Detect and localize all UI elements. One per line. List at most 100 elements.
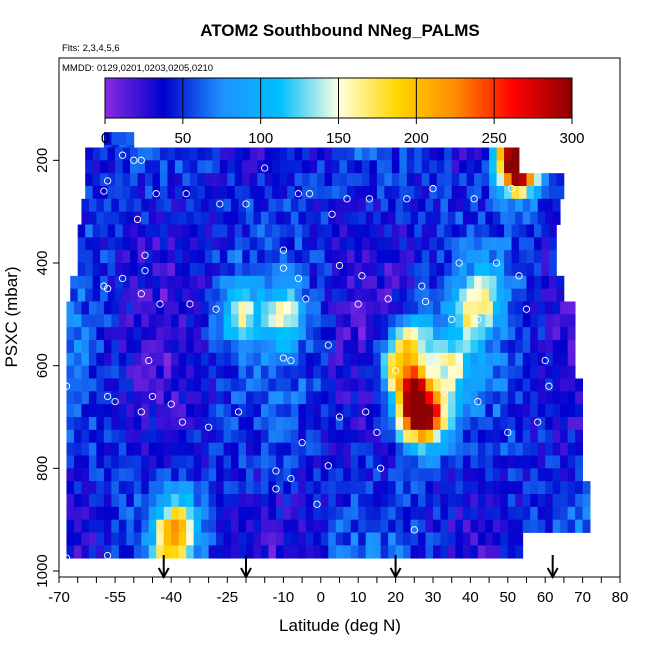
heatmap-cell (193, 365, 202, 379)
heatmap-cell (474, 275, 483, 290)
heatmap-cell (193, 468, 202, 482)
sample-marker (279, 264, 288, 272)
heatmap-cell (290, 352, 299, 367)
heatmap-cell (294, 147, 303, 161)
heatmap-cell (171, 404, 180, 418)
heatmap-cell (216, 301, 224, 315)
heatmap-cell (492, 365, 501, 379)
heatmap-cell (171, 545, 180, 559)
heatmap-cell (309, 275, 318, 290)
heatmap-cell (145, 173, 153, 187)
heatmap-cell (246, 211, 254, 225)
heatmap-cell (556, 288, 565, 302)
heatmap-cell (335, 327, 344, 341)
heatmap-cell (552, 519, 561, 533)
heatmap-cell (462, 442, 471, 456)
heatmap-cell (111, 429, 120, 444)
heatmap-cell (575, 468, 583, 482)
heatmap-cell (388, 468, 396, 482)
sample-marker (182, 190, 190, 198)
heatmap-cell (350, 391, 359, 405)
heatmap-cell (77, 288, 86, 302)
heatmap-cell (496, 147, 505, 161)
heatmap-cell (425, 519, 434, 533)
heatmap-cell (425, 417, 434, 431)
heatmap-cell (462, 314, 471, 328)
heatmap-cell (257, 224, 266, 238)
sample-marker (541, 356, 549, 365)
heatmap-cell (433, 327, 441, 341)
heatmap-cell (462, 468, 471, 482)
heatmap-cell (152, 160, 161, 174)
heatmap-cell (88, 365, 97, 379)
heatmap-cell (81, 429, 90, 444)
heatmap-cell (395, 519, 404, 533)
heatmap-cell (373, 494, 382, 508)
heatmap-cell (182, 224, 191, 238)
heatmap-cell (328, 340, 337, 354)
heatmap-cell (388, 455, 396, 469)
heatmap-cell (242, 288, 251, 302)
heatmap-cell (433, 352, 441, 367)
heatmap-cell (399, 147, 408, 161)
heatmap-cell (365, 327, 374, 341)
heatmap-cell (444, 160, 453, 174)
heatmap-cell (317, 237, 325, 251)
heatmap-cell (141, 391, 150, 405)
heatmap-cell (474, 263, 483, 277)
heatmap-cell (455, 429, 464, 444)
heatmap-cell (361, 263, 370, 277)
heatmap-cell (358, 198, 367, 213)
heatmap-cell (313, 365, 322, 379)
heatmap-cell (507, 340, 516, 354)
sample-marker (137, 408, 145, 416)
heatmap-cell (186, 198, 195, 213)
heatmap-cell (152, 186, 161, 200)
sample-marker (152, 190, 160, 198)
heatmap-cell (156, 391, 165, 405)
heatmap-cell (268, 391, 277, 405)
heatmap-cell (171, 494, 180, 508)
heatmap-cell (279, 147, 288, 161)
heatmap-cell (477, 365, 486, 379)
heatmap-cell (492, 211, 501, 225)
heatmap-cell (425, 468, 434, 482)
sample-marker (261, 164, 269, 172)
heatmap-cell (178, 198, 187, 213)
heatmap-cell (339, 173, 348, 187)
heatmap-cell (294, 250, 303, 264)
heatmap-cell (320, 391, 329, 405)
heatmap-cell (418, 198, 426, 213)
heatmap-cell (208, 378, 217, 392)
heatmap-cell (111, 327, 120, 341)
heatmap-cell (519, 250, 527, 264)
heatmap-cell (178, 417, 187, 431)
heatmap-cell (141, 519, 150, 533)
heatmap-cell (440, 442, 449, 456)
heatmap-cell (489, 237, 497, 251)
heatmap-cell (447, 417, 456, 431)
heatmap-cell (519, 263, 527, 277)
heatmap-cell (552, 468, 561, 482)
heatmap-cell (361, 250, 370, 264)
heatmap-cell (410, 532, 419, 546)
heatmap-cell (81, 455, 90, 469)
heatmap-cell (324, 186, 333, 200)
heatmap-cell (567, 506, 576, 521)
heatmap-cell (474, 288, 483, 302)
heatmap-cell (560, 365, 569, 379)
heatmap-cell (530, 494, 539, 508)
heatmap-cell (148, 481, 157, 495)
heatmap-cell (193, 506, 202, 521)
heatmap-cell (287, 160, 296, 174)
heatmap-cell (500, 429, 509, 444)
heatmap-cell (365, 481, 374, 495)
heatmap-cells (66, 132, 591, 559)
heatmap-cell (451, 263, 460, 277)
heatmap-cell (567, 404, 576, 418)
heatmap-cell (107, 147, 116, 161)
heatmap-cell (436, 186, 445, 200)
heatmap-cell (346, 160, 355, 174)
heatmap-cell (354, 263, 363, 277)
heatmap-cell (388, 327, 396, 341)
